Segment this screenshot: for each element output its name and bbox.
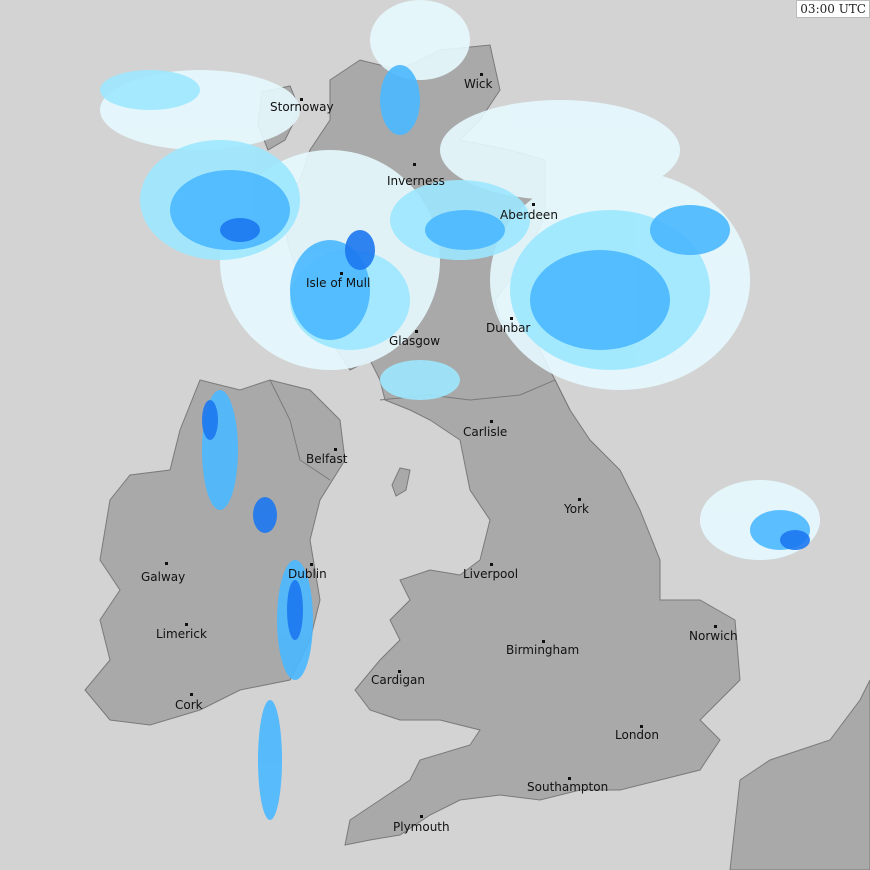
city-marker — [490, 563, 493, 566]
city-label: Southampton — [527, 780, 609, 794]
city-marker — [310, 563, 313, 566]
isle-of-man — [391, 467, 411, 497]
continental-europe — [729, 679, 870, 870]
city-label: Isle of Mull — [306, 276, 371, 290]
city-marker — [300, 98, 303, 101]
city-label: Wick — [464, 77, 493, 91]
city-label: Glasgow — [389, 334, 441, 348]
city-label: Belfast — [306, 452, 348, 466]
city-label: Plymouth — [393, 820, 450, 834]
city-label: Norwich — [689, 629, 738, 643]
city-label: Birmingham — [506, 643, 580, 657]
city-label: Galway — [141, 570, 186, 584]
city-marker — [420, 815, 423, 818]
rain-echoes — [100, 0, 820, 820]
city-marker — [578, 498, 581, 501]
city-label: Cork — [175, 698, 203, 712]
city-label: York — [564, 502, 589, 516]
city-label: Limerick — [156, 627, 207, 641]
coastline — [554, 379, 571, 411]
city-marker — [542, 640, 545, 643]
city-marker — [714, 625, 717, 628]
city-marker — [340, 272, 343, 275]
city-marker — [413, 163, 416, 166]
city-label: Stornoway — [270, 100, 334, 114]
city-marker — [490, 420, 493, 423]
city-marker — [165, 562, 168, 565]
border — [269, 379, 331, 481]
city-marker — [398, 670, 401, 673]
city-label: London — [615, 728, 659, 742]
city-label: Aberdeen — [500, 208, 558, 222]
city-label: Dunbar — [486, 321, 531, 335]
city-marker — [510, 317, 513, 320]
city-marker — [334, 448, 337, 451]
city-marker — [190, 693, 193, 696]
timestamp: 03:00 UTC — [796, 0, 870, 18]
city-label: Dublin — [288, 567, 327, 581]
city-marker — [640, 725, 643, 728]
city-marker — [185, 623, 188, 626]
city-marker — [568, 777, 571, 780]
city-label: Liverpool — [463, 567, 519, 581]
city-label: Cardigan — [371, 673, 425, 687]
city-marker — [480, 73, 483, 76]
city-label: Inverness — [387, 174, 445, 188]
city-marker — [415, 330, 418, 333]
city-label: Carlisle — [463, 425, 508, 439]
city-marker — [532, 203, 535, 206]
